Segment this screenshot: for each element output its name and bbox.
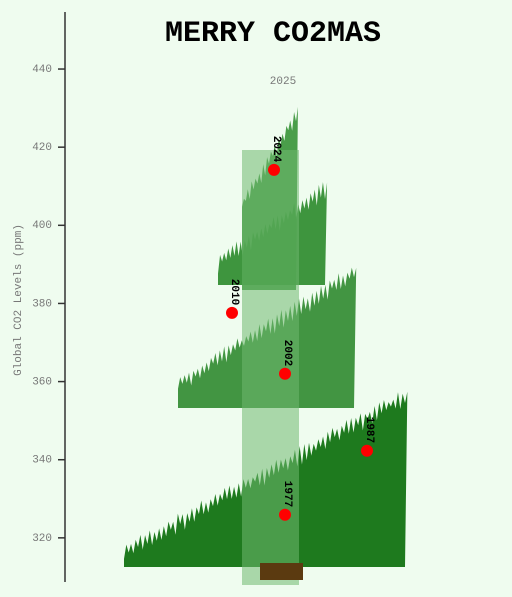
ornament: [226, 306, 238, 319]
ornament: [268, 163, 280, 176]
ornament-label: 1977: [281, 481, 293, 507]
ornament: [361, 444, 373, 457]
ornament-label: 2010: [228, 279, 240, 305]
trunk-band: [242, 150, 299, 585]
ornament-label: 2002: [281, 340, 293, 366]
ornament-label: 2024: [270, 136, 282, 163]
y-tick-label: 380: [32, 298, 52, 310]
y-tick-label: 360: [32, 376, 52, 388]
y-tick-label: 320: [32, 533, 52, 545]
chart-title: MERRY CO2MAS: [165, 17, 381, 51]
trunk: [260, 563, 303, 580]
ornament: [279, 367, 291, 380]
y-axis-label: Global CO2 Levels (ppm): [13, 224, 25, 376]
y-tick-label: 440: [32, 64, 52, 76]
y-tick-label: 420: [32, 142, 52, 154]
ornament: [279, 508, 291, 521]
y-tick-label: 340: [32, 455, 52, 467]
y-tick-label: 400: [32, 220, 52, 232]
annotation: 2025: [270, 76, 296, 88]
tree: [124, 106, 408, 585]
ornament-label: 1987: [363, 417, 375, 443]
